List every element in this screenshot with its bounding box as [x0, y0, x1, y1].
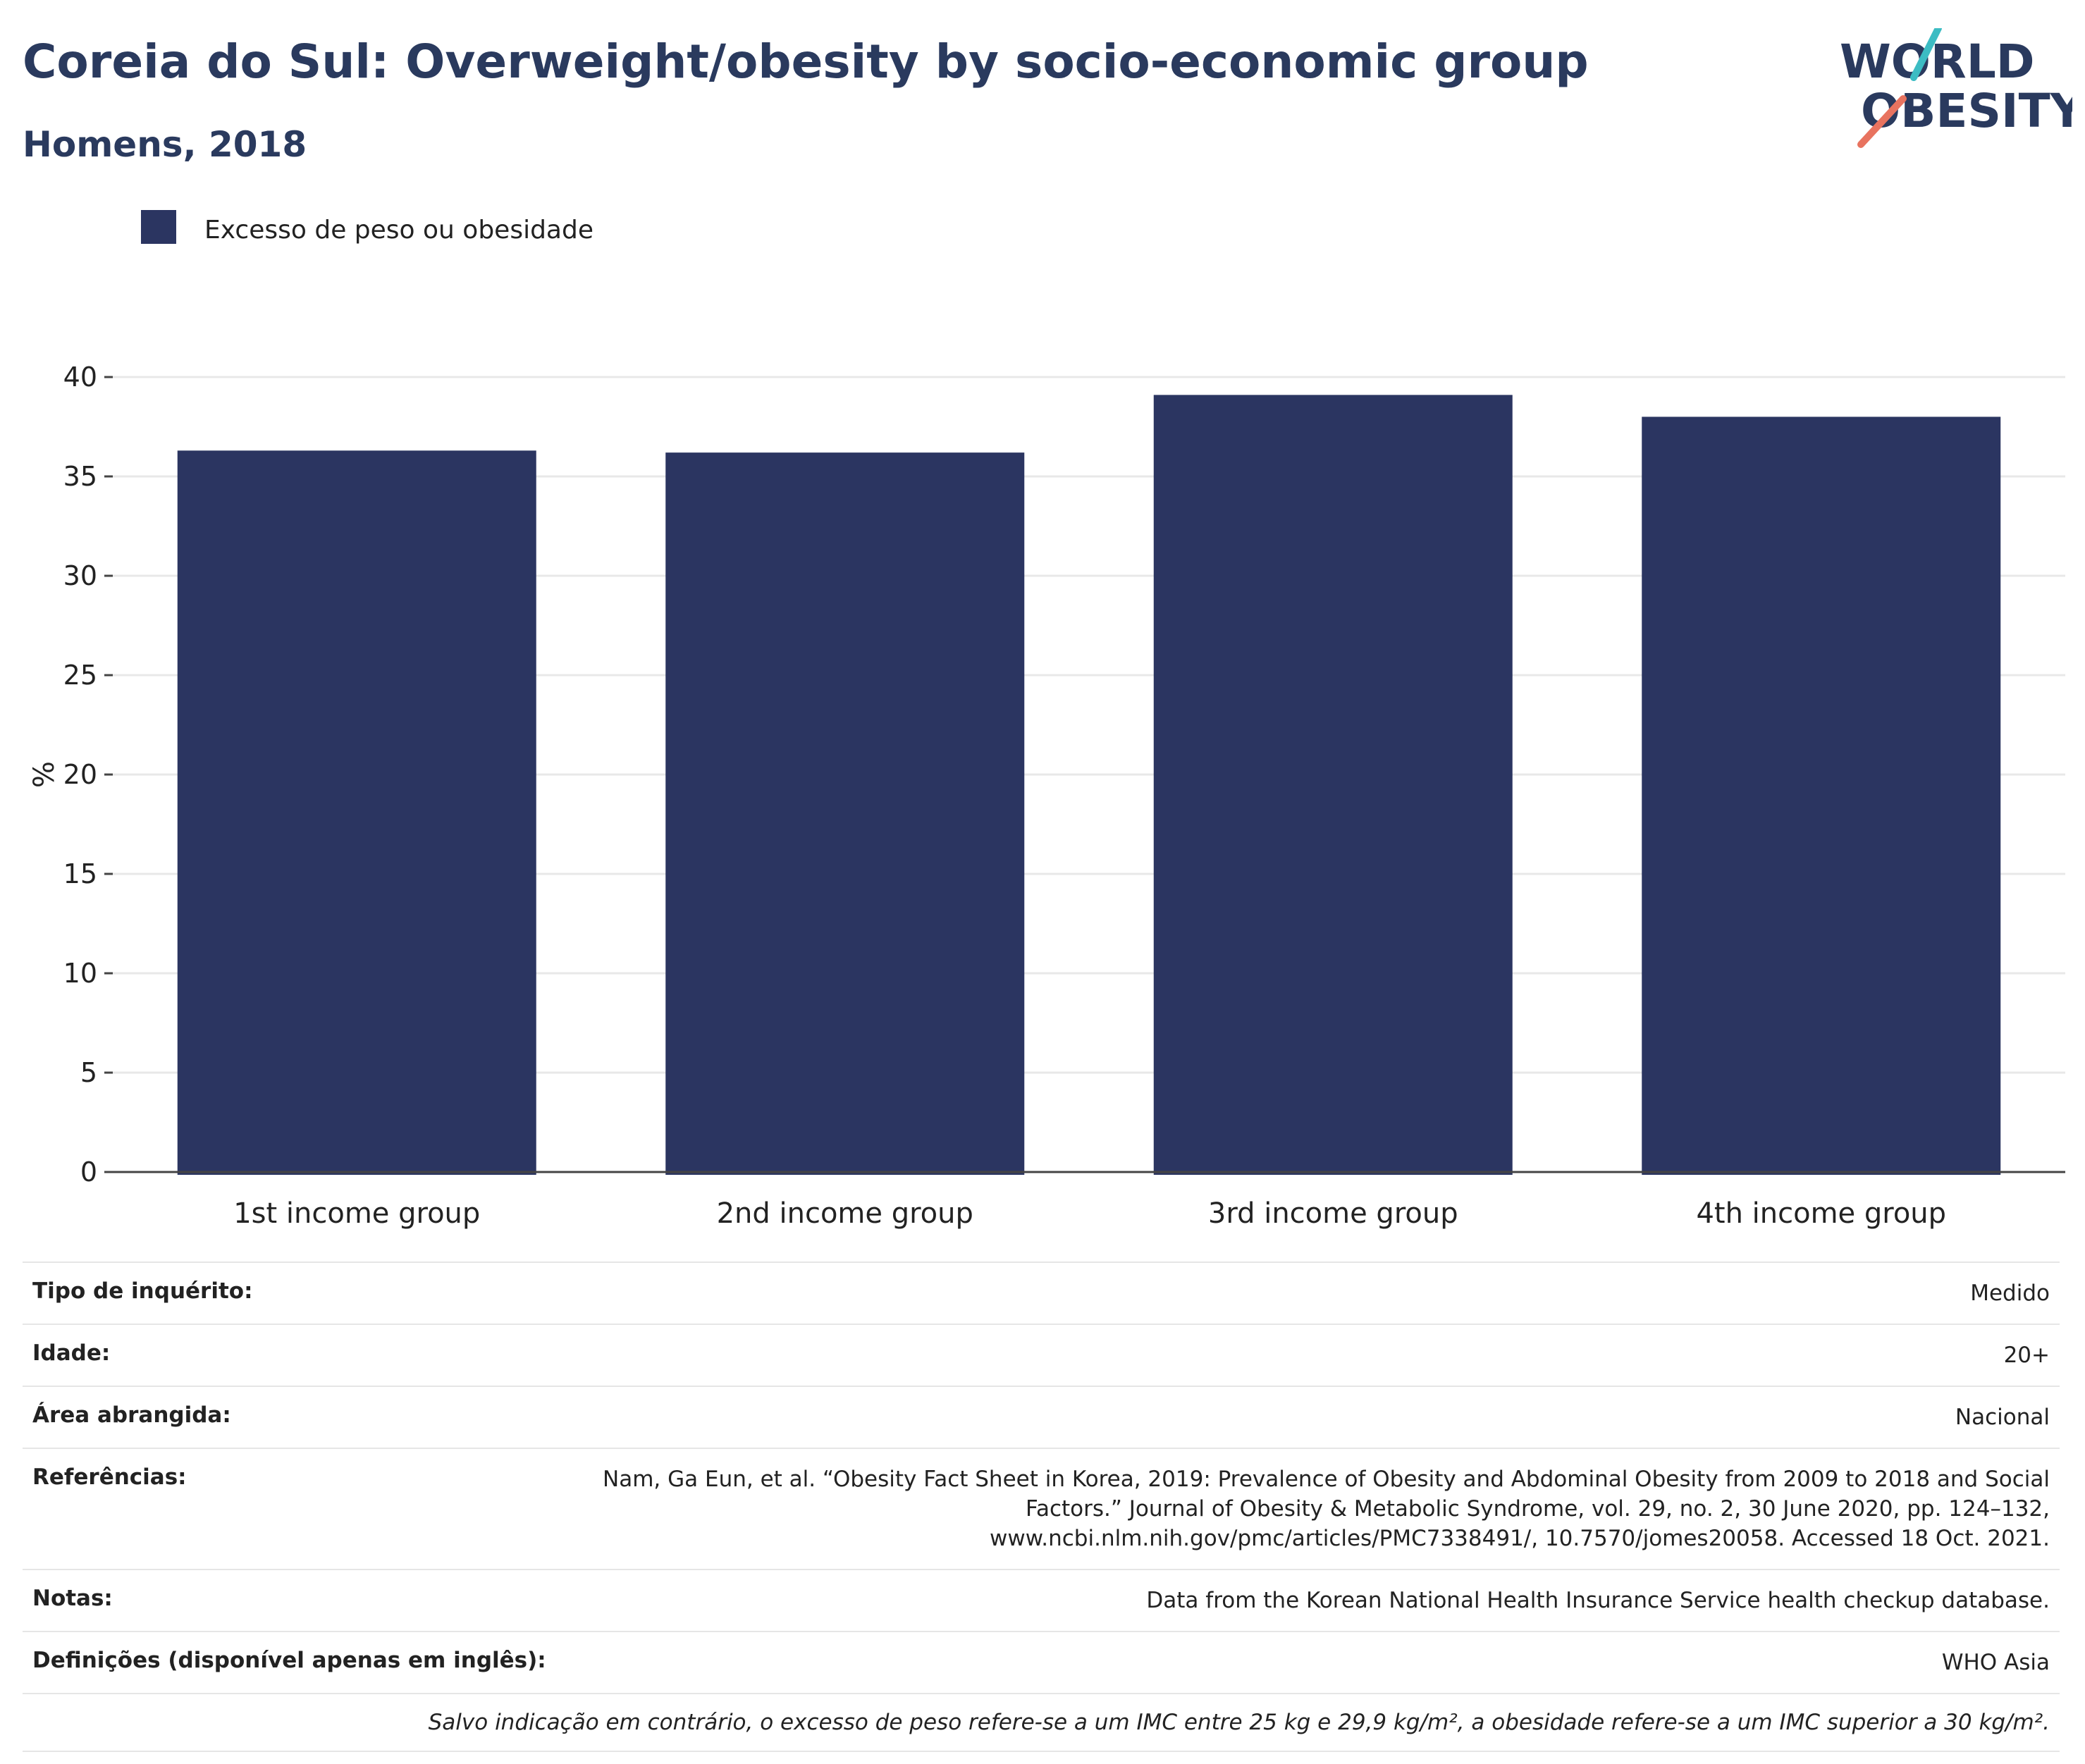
y-tick-label: 10 [63, 958, 97, 989]
logo-slash-coral [1857, 95, 1907, 148]
x-tick-label: 2nd income group [717, 1197, 973, 1230]
x-tick-label: 1st income group [233, 1197, 480, 1230]
x-tick-label: 3rd income group [1208, 1197, 1458, 1230]
bar-3 [1153, 395, 1513, 1175]
chart: Coreia do Sul: Overweight/obesity by soc… [23, 35, 2065, 1230]
y-axis-label: % [28, 761, 61, 788]
metadata-value: Nacional [555, 1386, 2060, 1448]
world-obesity-logo: WORLD OBESITY [1840, 28, 2072, 148]
y-tick-label: 15 [63, 858, 97, 889]
metadata-label: Notas: [23, 1569, 556, 1632]
chart-title: Coreia do Sul: Overweight/obesity by soc… [23, 35, 1589, 89]
bars [177, 395, 2001, 1176]
metadata-label: Tipo de inquérito: [23, 1262, 556, 1324]
x-axis: 1st income group 2nd income group 3rd inco… [233, 1197, 1946, 1230]
y-tick-label: 40 [63, 362, 97, 393]
legend-swatch [141, 210, 176, 244]
metadata-row: Referências: Nam, Ga Eun, et al. “Obesity… [23, 1448, 2060, 1569]
logo-slash-teal [1910, 28, 1942, 81]
logo-word-1: WORLD [1840, 35, 2035, 89]
bar-4 [1642, 417, 2001, 1175]
legend-label: Excesso de peso ou obesidade [204, 216, 593, 245]
metadata-label: Idade: [23, 1324, 556, 1386]
legend: Excesso de peso ou obesidade [141, 210, 593, 245]
metadata-label: Área abrangida: [23, 1386, 556, 1448]
footnote: Salvo indicação em contrário, o excesso … [23, 1693, 2060, 1752]
y-axis: 0 5 10 15 20 25 30 35 40 [63, 362, 113, 1188]
metadata-row: Idade: 20+ [23, 1324, 2060, 1386]
y-tick-label: 35 [63, 461, 97, 492]
x-tick-label: 4th income group [1696, 1197, 1946, 1230]
y-tick-label: 25 [63, 660, 97, 691]
y-tick-label: 5 [80, 1057, 97, 1088]
metadata-row: Área abrangida: Nacional [23, 1386, 2060, 1448]
metadata-row: Definições (disponível apenas em inglês)… [23, 1631, 2060, 1694]
metadata-value: 20+ [555, 1324, 2060, 1386]
metadata-table: Tipo de inquérito: Medido Idade: 20+ Área ab… [23, 1262, 2060, 1752]
metadata-value: Data from the Korean National Health Ins… [555, 1569, 2060, 1632]
metadata-value: Medido [555, 1262, 2060, 1324]
metadata-row: Tipo de inquérito: Medido [23, 1262, 2060, 1324]
bar-1 [177, 450, 536, 1175]
footnote-row: Salvo indicação em contrário, o excesso … [23, 1693, 2060, 1752]
metadata-label: Definições (disponível apenas em inglês)… [23, 1631, 556, 1694]
chart-subtitle: Homens, 2018 [23, 124, 307, 165]
metadata-label: Referências: [23, 1448, 556, 1569]
y-tick-label: 30 [63, 560, 97, 591]
y-tick-label: 20 [63, 759, 97, 790]
metadata-value: Nam, Ga Eun, et al. “Obesity Fact Sheet … [555, 1448, 2060, 1569]
metadata-row: Notas: Data from the Korean National Heal… [23, 1569, 2060, 1632]
y-tick-label: 0 [80, 1157, 97, 1188]
bar-2 [665, 452, 1025, 1176]
metadata-value: WHO Asia [555, 1631, 2060, 1694]
